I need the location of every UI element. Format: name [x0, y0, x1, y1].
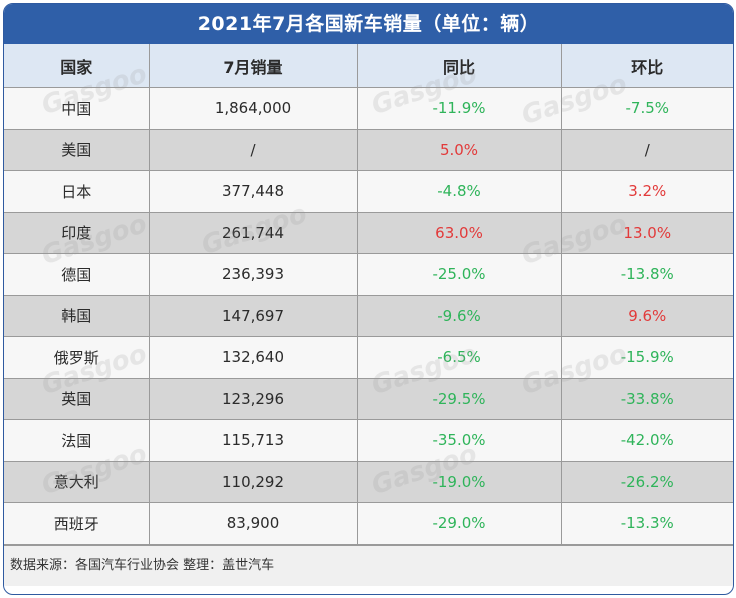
cell-sales: 377,448 [149, 170, 358, 213]
cell-yoy: -11.9% [357, 87, 562, 130]
cell-mom: -33.8% [561, 378, 733, 420]
cell-mom: -7.5% [561, 87, 733, 130]
cell-country: 日本 [4, 170, 150, 213]
cell-yoy: -35.0% [357, 419, 562, 462]
cell-country: 西班牙 [4, 502, 150, 545]
table-row: 德国 236,393 -25.0% -13.8% [4, 253, 733, 296]
table-row: 意大利 110,292 -19.0% -26.2% [4, 461, 733, 503]
cell-yoy: -29.5% [357, 378, 562, 420]
cell-sales: 147,697 [149, 295, 358, 337]
cell-sales: 1,864,000 [149, 87, 358, 130]
cell-mom: -15.9% [561, 336, 733, 379]
table-row: 印度 261,744 63.0% 13.0% [4, 212, 733, 254]
cell-country: 德国 [4, 253, 150, 296]
table-row: 法国 115,713 -35.0% -42.0% [4, 419, 733, 462]
cell-mom: 3.2% [561, 170, 733, 213]
cell-country: 意大利 [4, 461, 150, 503]
header-row: 国家 7月销量 同比 环比 [4, 44, 733, 88]
column-header-sales: 7月销量 [149, 44, 358, 88]
cell-yoy: -6.5% [357, 336, 562, 379]
cell-country: 印度 [4, 212, 150, 254]
cell-country: 中国 [4, 87, 150, 130]
source-note: 数据来源：各国汽车行业协会 整理：盖世汽车 [4, 544, 733, 586]
cell-sales: 83,900 [149, 502, 358, 545]
table-row: 俄罗斯 132,640 -6.5% -15.9% [4, 336, 733, 379]
cell-mom: -26.2% [561, 461, 733, 503]
sales-table: 国家 7月销量 同比 环比 中国 1,864,000 -11.9% -7.5% 美国/5… [4, 44, 733, 545]
cell-country: 英国 [4, 378, 150, 420]
cell-country: 俄罗斯 [4, 336, 150, 379]
cell-mom: -42.0% [561, 419, 733, 462]
table-row: 英国 123,296 -29.5% -33.8% [4, 378, 733, 420]
column-header-country: 国家 [4, 44, 150, 88]
cell-mom: -13.3% [561, 502, 733, 545]
cell-yoy: -29.0% [357, 502, 562, 545]
cell-sales: 236,393 [149, 253, 358, 296]
table-row: 美国/5.0% / [4, 129, 733, 171]
cell-country: 韩国 [4, 295, 150, 337]
sales-table-card: 2021年7月各国新车销量（单位：辆） 国家 7月销量 同比 环比 中国 1,86… [3, 3, 734, 595]
table-row: 日本 377,448 -4.8% 3.2% [4, 170, 733, 213]
table-body: 中国 1,864,000 -11.9% -7.5% 美国/5.0% / 日本 377,448-… [4, 87, 733, 545]
table-row: 西班牙 83,900 -29.0% -13.3% [4, 502, 733, 545]
table-row: 中国 1,864,000 -11.9% -7.5% [4, 87, 733, 130]
cell-sales: / [149, 129, 358, 171]
cell-mom: / [561, 129, 733, 171]
cell-sales: 110,292 [149, 461, 358, 503]
cell-country: 法国 [4, 419, 150, 462]
column-header-mom: 环比 [561, 44, 733, 88]
cell-yoy: -4.8% [357, 170, 562, 213]
cell-yoy: -19.0% [357, 461, 562, 503]
cell-yoy: -9.6% [357, 295, 562, 337]
column-header-yoy: 同比 [357, 44, 562, 88]
cell-country: 美国 [4, 129, 150, 171]
cell-yoy: 5.0% [357, 129, 562, 171]
cell-yoy: -25.0% [357, 253, 562, 296]
table-row: 韩国 147,697 -9.6% 9.6% [4, 295, 733, 337]
cell-mom: -13.8% [561, 253, 733, 296]
cell-sales: 132,640 [149, 336, 358, 379]
cell-sales: 123,296 [149, 378, 358, 420]
cell-yoy: 63.0% [357, 212, 562, 254]
cell-mom: 13.0% [561, 212, 733, 254]
cell-sales: 115,713 [149, 419, 358, 462]
cell-mom: 9.6% [561, 295, 733, 337]
cell-sales: 261,744 [149, 212, 358, 254]
table-title: 2021年7月各国新车销量（单位：辆） [4, 4, 733, 44]
